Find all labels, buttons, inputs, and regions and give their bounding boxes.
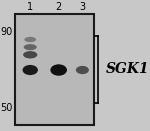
Text: 1: 1 (27, 2, 33, 12)
Text: 50: 50 (0, 103, 12, 113)
Ellipse shape (76, 66, 89, 74)
Ellipse shape (23, 51, 37, 58)
Text: 3: 3 (79, 2, 86, 12)
Text: 2: 2 (56, 2, 62, 12)
Text: SGK1: SGK1 (106, 62, 150, 76)
Ellipse shape (50, 64, 67, 76)
FancyBboxPatch shape (15, 14, 94, 125)
Text: 90: 90 (0, 27, 12, 37)
Ellipse shape (22, 65, 38, 75)
Ellipse shape (24, 37, 36, 42)
Ellipse shape (24, 44, 37, 50)
